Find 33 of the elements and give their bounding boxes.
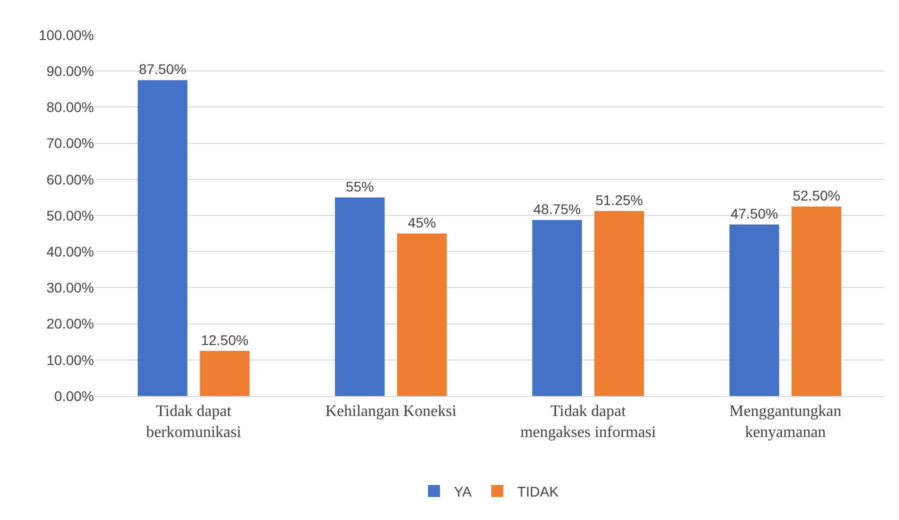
y-tick-label: 40.00% <box>46 244 94 260</box>
x-tick-label: Tidak dapat mengakses informasi <box>520 403 656 441</box>
data-label: 45% <box>408 214 436 231</box>
data-label: 48.75% <box>533 201 581 218</box>
y-tick-label: 60.00% <box>46 171 94 188</box>
bar <box>397 234 447 396</box>
data-label: 87.50% <box>138 61 186 78</box>
bar <box>729 224 780 396</box>
data-label: 51.25% <box>595 192 643 208</box>
y-tick-label: 100.00% <box>38 26 94 43</box>
bar <box>594 210 644 396</box>
y-tick-label: 10.00% <box>46 352 94 368</box>
bar <box>792 206 842 396</box>
bar <box>138 80 188 396</box>
y-tick-label: 30.00% <box>46 280 94 296</box>
bar <box>200 350 250 396</box>
y-tick-label: 20.00% <box>46 316 94 332</box>
legend-label: TIDAK <box>517 483 560 500</box>
y-tick-label: 80.00% <box>46 99 94 116</box>
x-tick-label: Kehilangan Koneksi <box>325 403 457 420</box>
bar <box>334 197 385 396</box>
x-tick-label: Menggantungkan kenyamanan <box>729 403 842 441</box>
bar <box>532 220 582 396</box>
data-label: 47.50% <box>730 206 778 222</box>
y-tick-label: 70.00% <box>46 135 94 152</box>
y-tick-label: 50.00% <box>46 207 94 224</box>
data-label: 12.50% <box>200 332 248 348</box>
x-tick-label: Tidak dapat berkomunikasi <box>146 403 242 441</box>
data-label: 55% <box>346 178 374 194</box>
y-tick-label: 90.00% <box>46 63 94 79</box>
legend-label: YA <box>454 483 472 500</box>
data-label: 52.50% <box>792 187 840 204</box>
y-tick-label: 0.00% <box>54 388 94 404</box>
